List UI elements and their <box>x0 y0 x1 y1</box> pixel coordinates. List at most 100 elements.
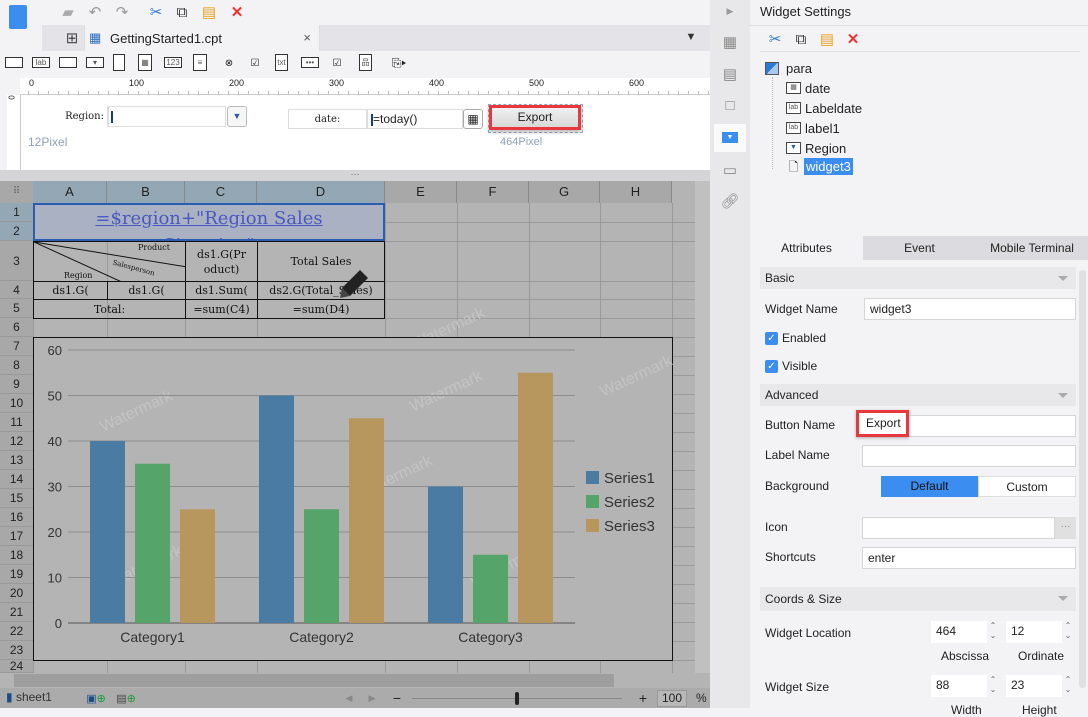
row-header[interactable]: 16 <box>0 508 33 527</box>
hyperlink-icon[interactable]: 🔗︎ <box>720 193 740 210</box>
panel-cut-icon[interactable]: ✂ <box>768 31 782 48</box>
panel-paste-icon[interactable]: ▤ <box>819 31 835 48</box>
region-combobox[interactable] <box>108 106 226 127</box>
row-header[interactable]: 6 <box>0 318 33 337</box>
title-cell[interactable]: =$region+"Region Sales Situation" <box>33 203 385 241</box>
cell-b4[interactable]: ds1.G( <box>107 281 186 300</box>
row-header[interactable]: 14 <box>0 470 33 489</box>
row-header[interactable]: 21 <box>0 603 33 622</box>
section-advanced[interactable]: Advanced <box>760 384 1076 406</box>
row-header[interactable]: 17 <box>0 527 33 546</box>
sheet-tab[interactable]: ▮ sheet1 <box>6 690 52 704</box>
close-tab-icon[interactable]: × <box>303 30 311 45</box>
column-header[interactable]: H <box>600 181 672 203</box>
prev-sheet-icon[interactable]: ◀ <box>345 692 353 703</box>
tab-file[interactable]: ▦ GettingStarted1.cpt × <box>84 25 320 51</box>
abscissa-input[interactable]: 464 <box>931 621 987 643</box>
cell-element-icon[interactable]: ▦ <box>722 34 738 51</box>
export-button[interactable]: Export <box>489 105 581 130</box>
collapse-arrow-icon[interactable]: ▶ <box>726 5 734 16</box>
zoom-out-icon[interactable]: − <box>392 690 402 706</box>
icon-input[interactable] <box>862 517 1055 539</box>
app-menu-icon[interactable] <box>9 5 27 29</box>
widget-name-input[interactable]: widget3 <box>864 298 1076 320</box>
row-header[interactable]: 2 <box>0 222 33 241</box>
date-field[interactable]: =today() <box>367 109 463 129</box>
abscissa-spinner[interactable]: ⌃ ⌄ <box>989 621 997 640</box>
checkbox-widget-icon[interactable]: ☑ <box>332 57 342 69</box>
height-spinner[interactable]: ⌃ ⌄ <box>1064 675 1072 694</box>
row-header[interactable]: 11 <box>0 413 33 432</box>
select-all-corner[interactable]: ⠿ <box>0 181 33 203</box>
section-coords[interactable]: Coords & Size <box>760 587 1076 611</box>
new-report-icon[interactable]: ⊞ <box>65 30 79 47</box>
ordinate-spinner[interactable]: ⌃ ⌄ <box>1064 621 1072 640</box>
tab-mobile-terminal[interactable]: Mobile Terminal <box>990 241 1074 255</box>
row-header[interactable]: 19 <box>0 565 33 584</box>
section-basic[interactable]: Basic <box>760 267 1076 289</box>
horizontal-scrollbar[interactable] <box>0 673 710 688</box>
row-header[interactable]: 4 <box>0 281 33 299</box>
calendar-icon[interactable]: ▦ <box>463 109 483 129</box>
tree-item-labeldate[interactable]: Labeldate <box>805 101 863 116</box>
float-element-icon[interactable]: □ <box>725 96 735 114</box>
copy-icon[interactable]: ⧉ <box>176 3 188 21</box>
pane-splitter[interactable]: ··· <box>0 170 710 181</box>
row-header[interactable]: 12 <box>0 432 33 451</box>
column-header[interactable]: D <box>257 181 385 203</box>
width-input[interactable]: 88 <box>931 675 987 697</box>
text-widget-icon[interactable]: txt <box>275 54 288 71</box>
row-header[interactable]: 7 <box>0 337 33 356</box>
row-header[interactable]: 1 <box>0 203 33 222</box>
tab-menu-icon[interactable]: ▼ <box>685 31 697 43</box>
row-header[interactable]: 24 <box>0 660 33 673</box>
paste-icon[interactable]: ▤ <box>201 4 217 21</box>
panel-delete-icon[interactable]: ✕ <box>846 31 860 48</box>
column-header[interactable]: E <box>385 181 457 203</box>
vertical-scrollbar[interactable] <box>695 181 710 673</box>
cell-a5[interactable]: Total: <box>33 299 186 319</box>
zoom-slider-thumb[interactable] <box>515 692 519 705</box>
tab-attributes[interactable]: Attributes <box>750 236 863 260</box>
column-header[interactable]: C <box>185 181 257 203</box>
cell-a4[interactable]: ds1.G( <box>33 281 108 300</box>
bar-chart[interactable]: WatermarkWatermarkWatermarkWatermarkWate… <box>33 337 673 661</box>
tree-item-para[interactable]: para <box>786 61 813 76</box>
icon-browse-button[interactable]: ··· <box>1055 517 1076 539</box>
textarea-widget-icon[interactable]: ≡ <box>193 54 207 71</box>
visible-checkbox[interactable]: ✓ <box>765 360 778 373</box>
column-header[interactable]: B <box>107 181 185 203</box>
row-header[interactable]: 5 <box>0 299 33 318</box>
tree-widget-icon[interactable]: 品 <box>359 54 372 71</box>
list-widget-icon[interactable] <box>113 54 125 71</box>
zoom-slider[interactable] <box>412 692 622 705</box>
add-form-sheet-icon[interactable]: ▤ ⊕ <box>116 692 136 705</box>
row-header[interactable]: 22 <box>0 622 33 641</box>
label-name-input[interactable] <box>862 445 1076 467</box>
more-widgets-icon[interactable]: ⎘▸ <box>391 55 407 70</box>
cell-attribute-icon[interactable]: ▤ <box>722 66 738 83</box>
zoom-input[interactable]: 100 <box>657 690 687 707</box>
height-input[interactable]: 23 <box>1006 675 1062 697</box>
row-header[interactable]: 13 <box>0 451 33 470</box>
region-dropdown-icon[interactable]: ▼ <box>227 106 247 127</box>
condition-icon[interactable]: ▭ <box>722 162 738 179</box>
column-header[interactable]: A <box>33 181 107 203</box>
row-header[interactable]: 8 <box>0 356 33 375</box>
cell-c4[interactable]: ds1.Sum( <box>185 281 258 300</box>
checkbox-group-icon[interactable]: ☑ <box>250 57 260 69</box>
row-header[interactable]: 18 <box>0 546 33 565</box>
tree-item-label1[interactable]: label1 <box>805 121 840 136</box>
next-sheet-icon[interactable]: ▶ <box>368 692 376 703</box>
tree-item-region[interactable]: Region <box>805 141 847 156</box>
row-header[interactable]: 20 <box>0 584 33 603</box>
zoom-in-icon[interactable]: + <box>638 690 648 706</box>
add-sheet-icon[interactable]: ▣ ⊕ <box>86 692 106 705</box>
combobox-widget-icon[interactable]: ▾ <box>86 57 104 68</box>
widget-settings-icon[interactable]: ▼ <box>714 124 746 152</box>
tab-event[interactable]: Event <box>904 241 935 255</box>
label-widget-icon[interactable]: lab <box>32 57 50 68</box>
row-header[interactable]: 23 <box>0 641 33 660</box>
row-header[interactable]: 10 <box>0 394 33 413</box>
shortcuts-input[interactable]: enter <box>862 547 1076 569</box>
